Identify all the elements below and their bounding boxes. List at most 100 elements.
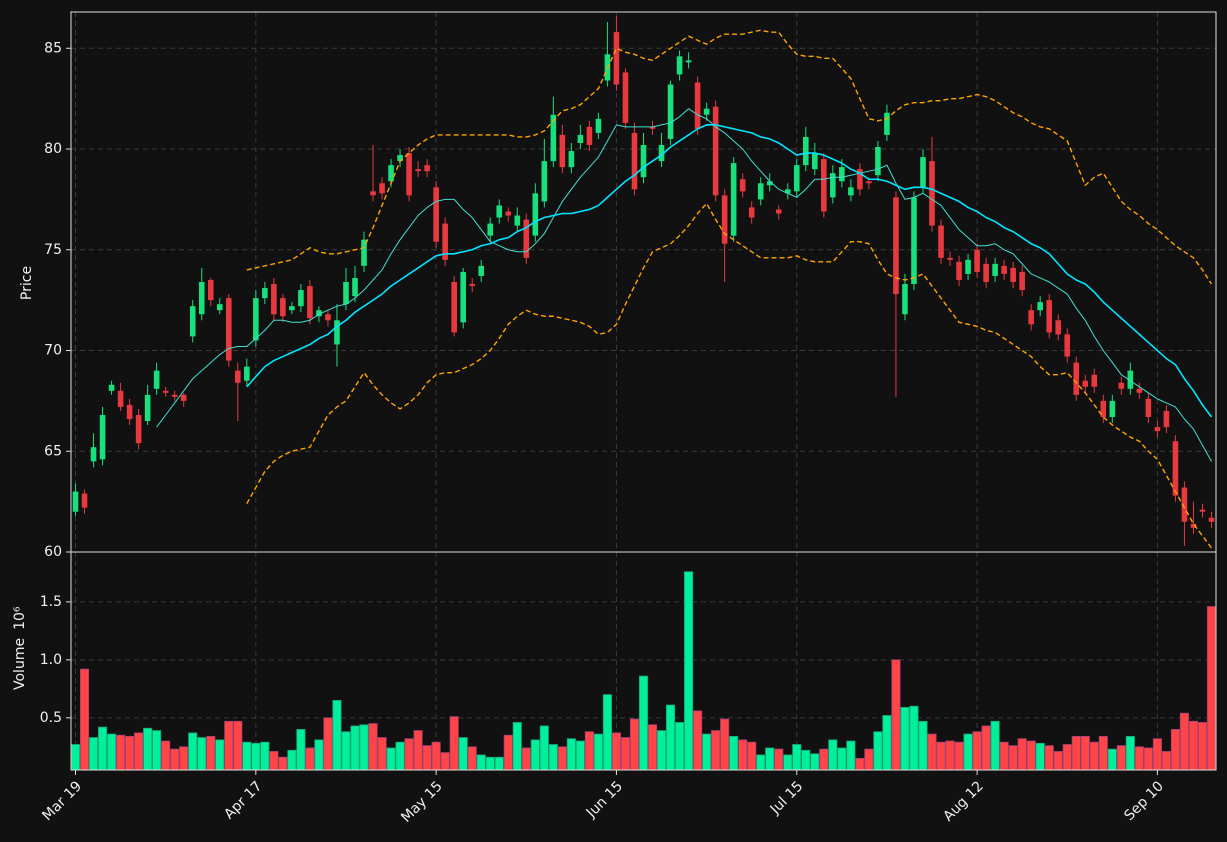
volume-bar bbox=[404, 738, 414, 771]
volume-bar bbox=[359, 724, 369, 771]
candle-body bbox=[748, 207, 755, 218]
indicator-line bbox=[246, 124, 1213, 418]
volume-bar bbox=[413, 730, 423, 771]
volume-bar bbox=[1179, 712, 1189, 771]
candle-body bbox=[550, 114, 557, 162]
candle-body bbox=[153, 370, 160, 389]
candle-body bbox=[712, 106, 719, 196]
volume-bar bbox=[251, 742, 261, 771]
candle-body bbox=[685, 60, 692, 63]
candle-body bbox=[586, 126, 593, 145]
candle-body bbox=[1145, 398, 1152, 417]
volume-bar bbox=[566, 738, 576, 771]
y-tick-label: 65 bbox=[44, 443, 62, 459]
volume-bar bbox=[1143, 747, 1153, 771]
candle-body bbox=[667, 84, 674, 139]
volume-bar bbox=[675, 722, 685, 771]
candle-body bbox=[1064, 334, 1071, 357]
candle-body bbox=[1199, 509, 1206, 512]
volume-bar bbox=[1125, 735, 1135, 771]
candle-body bbox=[893, 197, 899, 295]
candle-body bbox=[613, 32, 620, 85]
volume-bar bbox=[1089, 741, 1099, 771]
volume-bar bbox=[1080, 735, 1090, 771]
candle-body bbox=[117, 390, 124, 407]
volume-bar bbox=[1197, 722, 1208, 771]
candle-body bbox=[162, 390, 169, 393]
candle-body bbox=[839, 167, 845, 182]
candle-body bbox=[1046, 300, 1053, 333]
volume-bar bbox=[611, 732, 622, 771]
y-tick-label: 0.5 bbox=[40, 710, 62, 726]
volume-bar bbox=[287, 749, 297, 771]
volume-bar bbox=[1134, 746, 1144, 771]
candle-body bbox=[956, 261, 962, 280]
volume-bar bbox=[1062, 744, 1072, 771]
candle-body bbox=[965, 259, 971, 274]
volume-bar bbox=[1116, 745, 1126, 771]
candle-body bbox=[352, 277, 358, 297]
volume-bar bbox=[629, 718, 640, 771]
volume-bar bbox=[855, 758, 865, 771]
candle-body bbox=[766, 181, 773, 186]
candle-body bbox=[1001, 265, 1007, 274]
candle-body bbox=[784, 189, 791, 194]
volume-bar bbox=[70, 744, 81, 771]
volume-bar bbox=[107, 733, 117, 771]
candle-body bbox=[1208, 517, 1215, 522]
volume-bar bbox=[431, 741, 441, 771]
candle-body bbox=[532, 193, 539, 236]
candle-body bbox=[1037, 302, 1043, 311]
volume-bar bbox=[548, 744, 558, 771]
volume-bar bbox=[684, 571, 694, 771]
y-tick-label: 85 bbox=[44, 40, 62, 56]
candle-body bbox=[821, 159, 827, 212]
volume-bar bbox=[828, 739, 838, 771]
candle-body bbox=[81, 493, 88, 508]
candle-body bbox=[559, 134, 566, 168]
volume-bar bbox=[476, 754, 486, 771]
candle-body bbox=[676, 56, 683, 75]
volume-bar bbox=[756, 754, 766, 771]
candle-body bbox=[523, 219, 530, 258]
candle-body bbox=[234, 370, 241, 383]
volume-bar bbox=[485, 756, 495, 771]
volume-bar bbox=[179, 746, 189, 771]
candle-body bbox=[1028, 310, 1034, 325]
candle-body bbox=[388, 165, 394, 182]
candle-body bbox=[1091, 374, 1098, 387]
candle-body bbox=[577, 134, 584, 143]
candle-body bbox=[1190, 523, 1197, 528]
volume-bar bbox=[1152, 738, 1162, 771]
candle-body bbox=[469, 284, 475, 287]
candle-body bbox=[225, 298, 232, 361]
indicator-line bbox=[246, 202, 1213, 549]
candle-body bbox=[406, 153, 412, 196]
volume-bar bbox=[819, 748, 829, 771]
volume-bar bbox=[882, 715, 892, 771]
y-tick-label: 70 bbox=[44, 343, 62, 359]
volume-bar bbox=[296, 729, 306, 771]
candle-body bbox=[379, 183, 385, 194]
volume-bar bbox=[575, 740, 585, 771]
candle-body bbox=[289, 306, 295, 311]
candle-body bbox=[541, 161, 548, 202]
candle-body bbox=[1010, 267, 1016, 282]
candle-body bbox=[1181, 487, 1188, 522]
volume-bar bbox=[1098, 735, 1108, 771]
volume-bar bbox=[1107, 748, 1117, 771]
candle-body bbox=[343, 282, 349, 305]
candle-body bbox=[920, 157, 926, 188]
candle-body bbox=[442, 223, 448, 260]
candle-body bbox=[947, 257, 953, 260]
y-tick-label: 1.5 bbox=[40, 594, 62, 610]
candle-body bbox=[802, 136, 809, 166]
candle-body bbox=[830, 173, 836, 198]
candle-body bbox=[496, 205, 503, 218]
volume-bar bbox=[900, 706, 910, 771]
candle-body bbox=[90, 447, 97, 462]
volume-bar bbox=[215, 739, 225, 771]
volume-bar bbox=[233, 720, 243, 771]
